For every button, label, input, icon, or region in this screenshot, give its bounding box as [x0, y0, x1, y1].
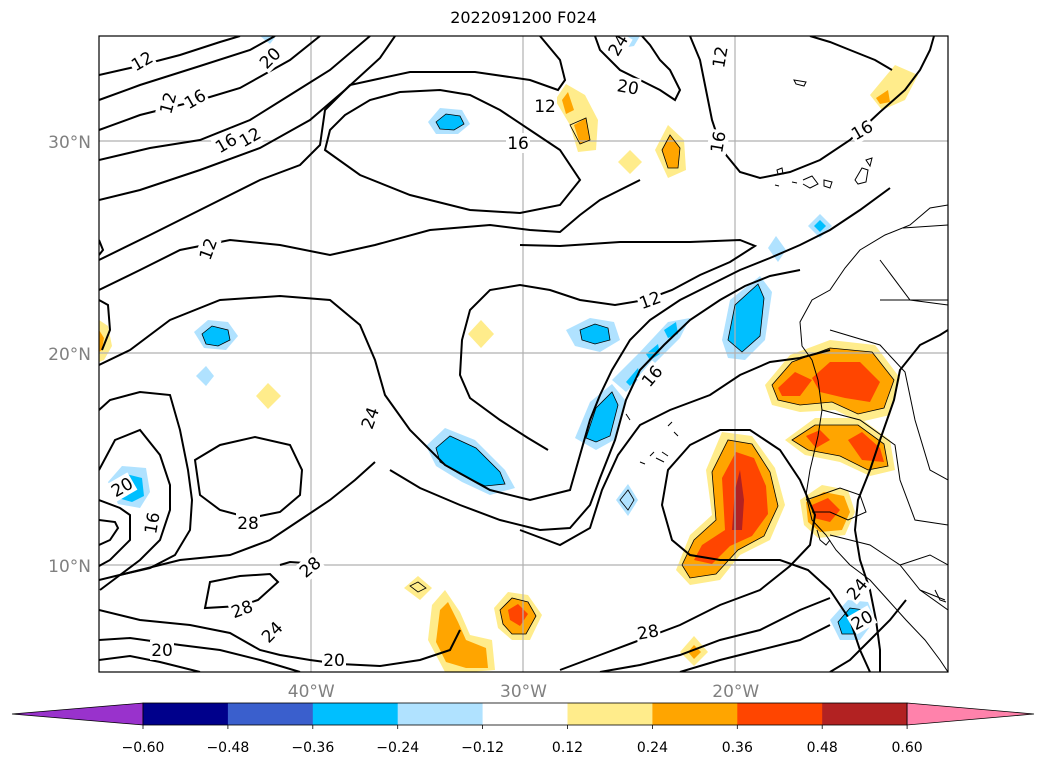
svg-text:16: 16 [707, 130, 730, 155]
colorbar-extend-min [11, 702, 144, 726]
svg-text:28: 28 [237, 514, 259, 534]
positive-anomaly-area [688, 645, 701, 659]
lon-label: 30°W [500, 682, 547, 702]
lat-label: 30°N [48, 133, 91, 153]
negative-anomaly-area [436, 114, 464, 130]
contour-label: 12 [708, 43, 733, 71]
contour-label: 12 [155, 88, 181, 118]
contour-label: 20 [322, 650, 346, 671]
lat-label: 10°N [48, 557, 91, 577]
colorbar-swatch [567, 703, 653, 725]
positive-anomaly-area [436, 602, 488, 668]
colorbar-extend-max [906, 702, 1035, 726]
colorbar: −0.60 −0.48 −0.36 −0.24 −0.12 0.12 0.24 0.36 0.4… [11, 702, 1035, 756]
positive-anomaly-area [694, 452, 768, 564]
positive-anomaly-area [812, 362, 880, 402]
anomaly-outlines [201, 113, 895, 635]
positive-anomaly-area [404, 576, 432, 600]
colorbar-swatch [737, 703, 823, 725]
colorbar-tick-label: −0.60 [122, 740, 165, 756]
svg-text:16: 16 [141, 511, 164, 536]
contour-label: 16 [506, 133, 530, 154]
negative-anomaly-area [626, 368, 640, 386]
positive-anomaly-area [812, 498, 840, 522]
svg-text:20: 20 [323, 651, 345, 671]
svg-text:20: 20 [615, 76, 640, 99]
negative-anomaly-area [728, 284, 764, 352]
lon-label: 40°W [288, 682, 335, 702]
colorbar-tick-label: −0.48 [206, 740, 249, 756]
contour-lines [99, 36, 948, 672]
colorbar-tick-label: 0.48 [807, 740, 838, 756]
negative-anomaly-area [586, 392, 618, 442]
latitude-labels: 30°N 20°N 10°N [48, 133, 91, 577]
colorbar-tick-label: −0.24 [376, 740, 419, 756]
colorbar-swatch [227, 703, 314, 725]
colorbar-tick-label: 0.24 [637, 740, 668, 756]
contour-label: 16 [706, 128, 731, 156]
contour-label: 20 [614, 75, 642, 100]
colorbar-swatch [143, 703, 229, 725]
colorbar-swatch [482, 703, 568, 725]
positive-anomaly-area [99, 330, 104, 352]
colorbar-tick-label: 0.36 [722, 740, 753, 756]
svg-text:20: 20 [151, 641, 173, 661]
negative-anomaly-area [616, 484, 638, 516]
svg-text:16: 16 [507, 134, 529, 154]
positive-anomaly-area [256, 383, 281, 409]
colorbar-swatch [652, 703, 738, 725]
svg-text:12: 12 [534, 97, 556, 117]
positive-anomaly-area [618, 150, 642, 174]
negative-anomaly-area [202, 326, 230, 346]
map-title: 2022091200 F024 [450, 8, 597, 27]
map-frame [98, 35, 949, 673]
shading-layer [99, 36, 918, 672]
colorbar-swatch [397, 703, 484, 725]
contour-label: 28 [634, 620, 662, 645]
colorbar-swatch [312, 703, 399, 725]
colorbar-tick-label: 0.12 [552, 740, 583, 756]
positive-anomaly-area [574, 118, 590, 144]
negative-anomaly-area [436, 436, 505, 486]
negative-anomaly-area [580, 324, 610, 344]
colorbar-tick-label: −0.12 [461, 740, 504, 756]
contour-label: 12 [533, 96, 557, 117]
positive-anomaly-area [562, 92, 574, 114]
svg-text:12: 12 [709, 45, 732, 70]
lon-label: 20°W [712, 682, 759, 702]
negative-anomaly-area [814, 220, 826, 232]
colorbar-tick-label: −0.36 [291, 740, 334, 756]
lat-label: 20°N [48, 345, 91, 365]
negative-anomaly-area [196, 366, 214, 386]
colorbar-tick-label: 0.60 [892, 740, 923, 756]
contour-label: 28 [236, 513, 260, 534]
svg-text:28: 28 [636, 621, 661, 644]
negative-anomaly-area [646, 344, 660, 360]
positive-anomaly-area [806, 430, 830, 448]
positive-anomaly-area [876, 90, 890, 104]
contour-label: 24 [356, 403, 384, 433]
negative-anomaly-area [768, 236, 786, 262]
longitude-labels: 40°W 30°W 20°W [288, 682, 760, 702]
colorbar-swatch [822, 703, 908, 725]
contour-label: 16 [140, 509, 165, 537]
positive-anomaly-area [778, 372, 812, 396]
contour-label: 20 [150, 640, 174, 661]
positive-anomaly-area [468, 320, 494, 348]
positive-anomaly-area [662, 135, 680, 168]
